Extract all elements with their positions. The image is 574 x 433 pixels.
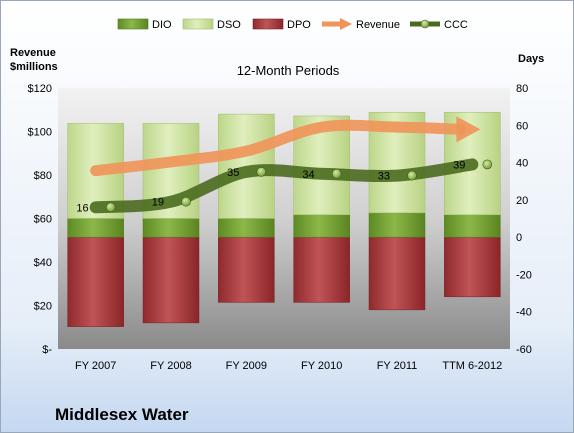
ccc-data-label: 19 [152, 197, 164, 209]
ccc-data-label: 33 [378, 171, 390, 183]
left-tick-label: $120 [28, 83, 52, 95]
right-axis-ticks: -60 -40 -20 0 20 40 60 80 [516, 83, 532, 356]
category-label: FY 2009 [226, 360, 267, 372]
category-label: FY 2007 [75, 360, 116, 372]
right-tick-label: -20 [516, 269, 532, 281]
line-marks: 16 19 35 34 33 39 [76, 116, 493, 214]
bar-dpo [444, 236, 501, 298]
legend-label-dso: DSO [217, 19, 241, 31]
revenue-line [90, 119, 466, 177]
left-axis-label-line2: $millions [10, 61, 58, 73]
right-tick-label: -40 [516, 307, 532, 319]
category-label: FY 2008 [150, 360, 191, 372]
ccc-point [105, 202, 116, 213]
left-tick-label: $80 [34, 170, 52, 182]
ccc-point [181, 196, 191, 207]
bar-dpo [368, 236, 426, 311]
company-name: Middlesex Water [55, 405, 189, 424]
right-tick-label: 60 [516, 120, 528, 132]
left-tick-label: $100 [28, 127, 52, 139]
bar-dpo [142, 236, 200, 324]
bar-dpo [218, 236, 275, 303]
legend-swatch-revenue-head [340, 18, 352, 30]
legend-swatch-ccc-marker [420, 19, 430, 29]
ccc-data-label: 16 [76, 202, 88, 214]
legend-label-dio: DIO [152, 19, 172, 31]
bar-dio [368, 212, 426, 238]
category-label: FY 2011 [377, 360, 418, 372]
revenue-arrowhead [456, 116, 481, 143]
right-tick-label: 20 [516, 195, 528, 207]
ccc-data-label: 34 [302, 169, 314, 181]
legend-swatch-dpo [252, 18, 284, 30]
left-tick-label: $- [42, 344, 52, 356]
left-axis-ticks: $- $20 $40 $60 $80 $100 $120 [28, 83, 53, 356]
left-tick-label: $60 [34, 214, 52, 226]
bar-dio [293, 214, 350, 238]
bar-marks [67, 111, 501, 327]
right-tick-label: -60 [516, 344, 532, 356]
legend: DIO DSO DPO Revenue CCC [117, 18, 468, 31]
bar-dio [67, 218, 124, 238]
bar-dio [444, 214, 501, 238]
ccc-point [256, 167, 267, 177]
ccc-point [407, 170, 417, 181]
right-tick-label: 0 [516, 232, 522, 244]
right-tick-label: 40 [516, 158, 528, 170]
right-axis-label: Days [518, 53, 544, 65]
ccc-data-label: 39 [453, 159, 465, 171]
bar-dio [142, 218, 200, 238]
ccc-line [89, 158, 479, 214]
legend-label-revenue: Revenue [356, 19, 400, 31]
bar-dio [218, 218, 275, 238]
category-label: TTM 6-2012 [442, 360, 502, 372]
category-axis-ticks: FY 2007 FY 2008 FY 2009 FY 2010 FY 2011 TTM 6… [75, 360, 502, 372]
ccc-data-label: 35 [227, 167, 239, 179]
legend-swatch-dio [117, 18, 149, 30]
bar-dpo [293, 236, 350, 303]
legend-label-ccc: CCC [444, 19, 468, 31]
left-axis-label-line1: Revenue [10, 47, 56, 59]
bar-dpo [67, 236, 124, 327]
legend-label-dpo: DPO [287, 19, 311, 31]
legend-swatch-dso [182, 18, 214, 30]
left-tick-label: $40 [34, 257, 52, 269]
ccc-point [482, 159, 493, 170]
right-tick-label: 80 [516, 83, 528, 95]
left-tick-label: $20 [34, 301, 52, 313]
chart-subtitle: 12-Month Periods [237, 63, 340, 78]
ccc-point [331, 168, 342, 179]
category-label: FY 2010 [301, 360, 342, 372]
